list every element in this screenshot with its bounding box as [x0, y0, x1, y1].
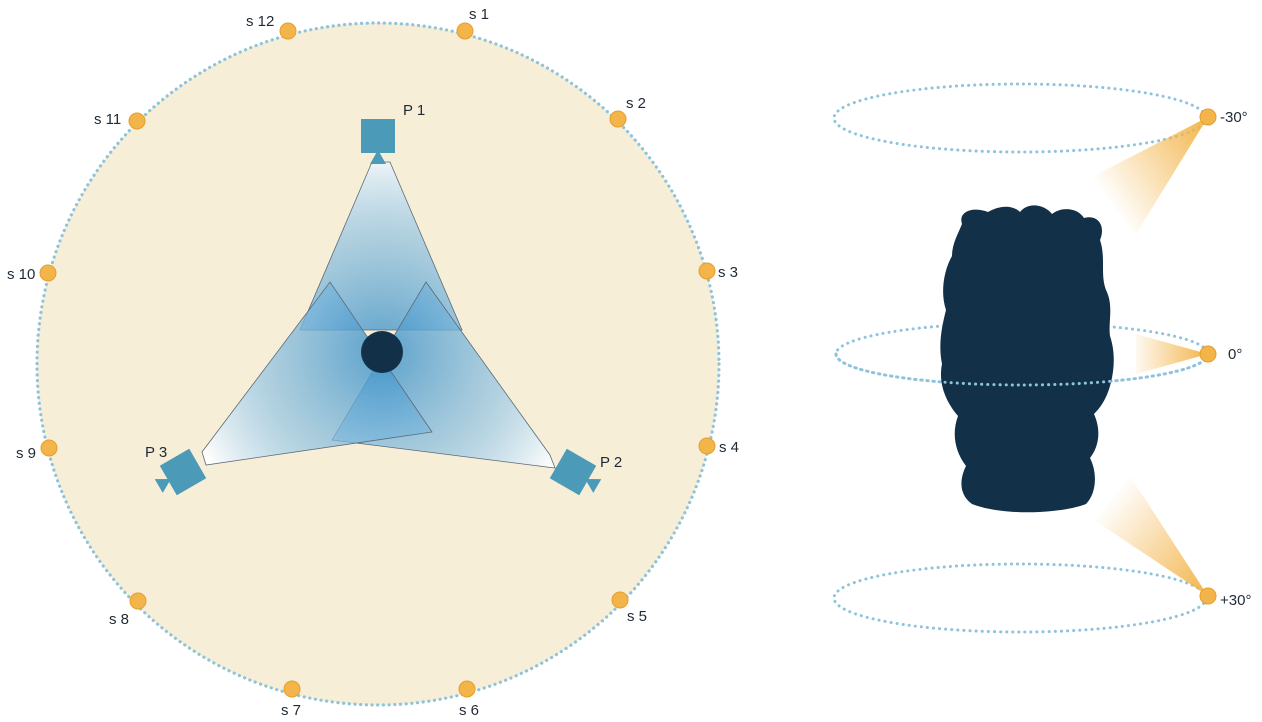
projection-beams [201, 161, 556, 469]
station-s8-dot [129, 592, 147, 610]
ring-upper [832, 82, 1208, 154]
station-label-s3: s 3 [718, 264, 738, 281]
camera-lower-dot [1199, 587, 1217, 605]
station-s11-dot [128, 112, 146, 130]
station-s7-dot [283, 680, 301, 698]
projector-body [549, 448, 597, 496]
projector-body [159, 448, 207, 496]
projector-lens [154, 479, 171, 493]
station-label-s9: s 9 [16, 445, 36, 462]
elevation-label-upper: -30° [1220, 109, 1248, 126]
projector-label-p2: P 2 [600, 454, 622, 471]
station-s10-dot [39, 264, 57, 282]
camera-middle-dot [1199, 345, 1217, 363]
view-cone-lower [1094, 476, 1208, 596]
projector-body [361, 119, 395, 153]
view-cone-middle [1136, 334, 1208, 374]
side-view: -30° 0° +30° [832, 82, 1251, 634]
stations: s 1 s 2 s 3 s 4 s 5 s 6 s 7 s 8 s 9 s 10… [7, 6, 739, 719]
station-orbit [35, 21, 721, 707]
station-s2-dot [609, 110, 627, 128]
projector-label-p1: P 1 [403, 102, 425, 119]
projector-p1 [361, 119, 395, 164]
station-s6-dot [458, 680, 476, 698]
station-label-s5: s 5 [627, 608, 647, 625]
station-label-s12: s 12 [246, 13, 274, 30]
station-s1-dot [456, 22, 474, 40]
camera-upper-dot [1199, 108, 1217, 126]
beam-p3 [201, 281, 433, 466]
station-label-s1: s 1 [469, 6, 489, 23]
ring-lower [832, 562, 1208, 634]
view-cone-upper [1090, 117, 1208, 234]
station-label-s4: s 4 [719, 439, 739, 456]
elevation-label-middle: 0° [1228, 346, 1242, 363]
station-s9-dot [40, 439, 58, 457]
projector-label-p3: P 3 [145, 444, 167, 461]
station-label-s8: s 8 [109, 611, 129, 628]
projector-p3 [154, 448, 207, 496]
target-object [361, 331, 403, 373]
elevation-label-lower: +30° [1220, 592, 1251, 609]
projector-p2 [549, 448, 602, 496]
top-view: P 1 P 2 P 3 s 1 s 2 s 3 s 4 s 5 s 6 s 7 … [7, 6, 739, 719]
station-label-s11: s 11 [94, 111, 121, 128]
station-s3-dot [698, 262, 716, 280]
station-label-s6: s 6 [459, 702, 479, 719]
station-label-s2: s 2 [626, 95, 646, 112]
station-s5-dot [611, 591, 629, 609]
projector-lens [585, 479, 602, 493]
station-s12-dot [279, 22, 297, 40]
station-s4-dot [698, 437, 716, 455]
station-label-s7: s 7 [281, 702, 301, 719]
ring-middle-front [834, 352, 1210, 387]
object-silhouette [940, 205, 1114, 513]
station-label-s10: s 10 [7, 266, 35, 283]
projector-lens [370, 150, 386, 164]
